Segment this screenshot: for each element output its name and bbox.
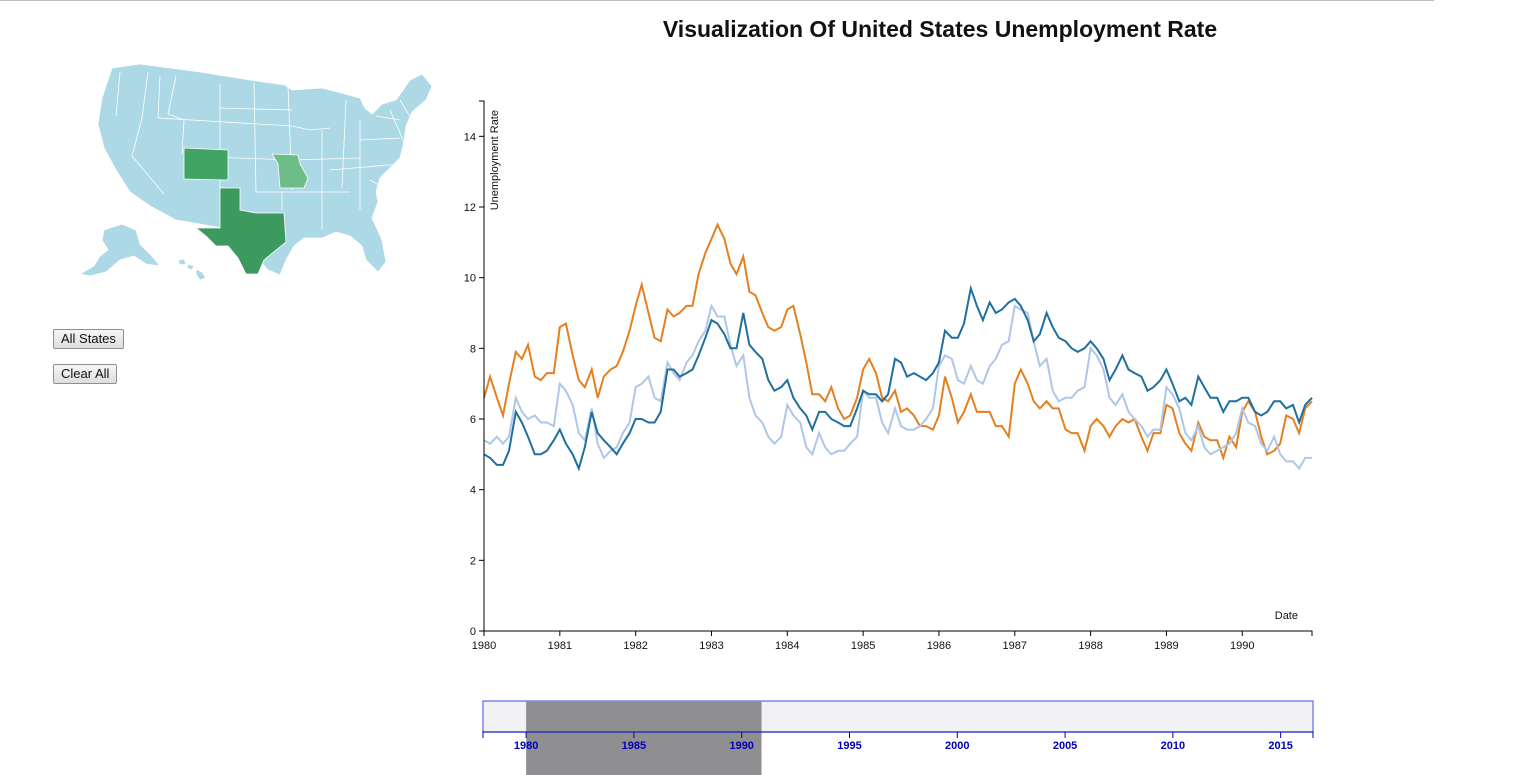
y-tick-label: 4 xyxy=(470,485,476,497)
x-axis-label: Date xyxy=(1275,610,1298,622)
all-states-button[interactable]: All States xyxy=(53,329,124,349)
brush-tick-label: 2005 xyxy=(1053,740,1077,752)
x-tick-label: 1987 xyxy=(1003,640,1027,652)
map-state-borders xyxy=(115,71,413,230)
map-hawaii[interactable] xyxy=(177,258,207,281)
us-map-svg xyxy=(78,63,433,281)
y-axis-line xyxy=(479,100,485,632)
clear-all-button[interactable]: Clear All xyxy=(53,364,118,384)
top-divider xyxy=(0,0,1434,1)
y-tick-label: 0 xyxy=(470,626,476,638)
series-line-1[interactable] xyxy=(483,222,1313,462)
x-tick-label: 1989 xyxy=(1154,640,1178,652)
y-tick-label: 6 xyxy=(470,414,476,426)
x-tick-label: 1982 xyxy=(623,640,647,652)
x-axis: 1980 1981 1982 1983 1984 1985 1986 1987 1988 1989… xyxy=(472,630,1313,652)
x-tick-label: 1985 xyxy=(851,640,875,652)
x-tick-label: 1981 xyxy=(548,640,572,652)
brush-tick-label: 1990 xyxy=(729,740,753,752)
x-axis-line xyxy=(483,630,1313,636)
map-lower48[interactable] xyxy=(97,63,433,276)
y-tick-label: 10 xyxy=(464,273,476,285)
map-alaska[interactable] xyxy=(78,223,161,277)
map-state-colorado[interactable] xyxy=(183,147,229,181)
x-tick-label: 1980 xyxy=(472,640,496,652)
y-axis-label: Unemployment Rate xyxy=(489,110,501,210)
series-lines xyxy=(483,222,1313,472)
timeline-brush[interactable]: 1980 1985 1990 1995 2000 2005 2010 2015 xyxy=(470,692,1330,775)
y-tick-label: 14 xyxy=(464,131,476,143)
brush-tick-label: 2010 xyxy=(1161,740,1185,752)
brush-axis: 1980 1985 1990 1995 2000 2005 2010 2015 xyxy=(482,731,1314,752)
brush-tick-label: 2000 xyxy=(945,740,969,752)
brush-tick-label: 1995 xyxy=(837,740,861,752)
y-axis: 0 2 4 6 8 10 12 14 xyxy=(464,100,485,638)
series-line-3[interactable] xyxy=(483,284,1313,472)
y-tick-label: 12 xyxy=(464,202,476,214)
brush-selection[interactable] xyxy=(526,701,762,775)
brush-tick-label: 1985 xyxy=(622,740,646,752)
series-line-2[interactable] xyxy=(483,303,1312,471)
us-map[interactable] xyxy=(60,60,450,290)
unemployment-line-chart: 0 2 4 6 8 10 12 14 1980 1981 1982 1983 1984 1985 1986… xyxy=(464,100,1313,652)
brush-tick-label: 2015 xyxy=(1268,740,1292,752)
x-tick-label: 1983 xyxy=(699,640,723,652)
page-title: Visualization Of United States Unemploym… xyxy=(662,16,1218,42)
brush-axis-line xyxy=(482,731,1314,738)
y-tick-label: 8 xyxy=(470,343,476,355)
map-state-texas[interactable] xyxy=(194,187,287,275)
y-tick-label: 2 xyxy=(470,555,476,567)
x-tick-label: 1988 xyxy=(1078,640,1102,652)
x-tick-label: 1986 xyxy=(927,640,951,652)
x-tick-label: 1990 xyxy=(1230,640,1254,652)
brush-tick-label: 1980 xyxy=(514,740,538,752)
x-tick-label: 1984 xyxy=(775,640,799,652)
map-state-missouri[interactable] xyxy=(271,153,309,189)
